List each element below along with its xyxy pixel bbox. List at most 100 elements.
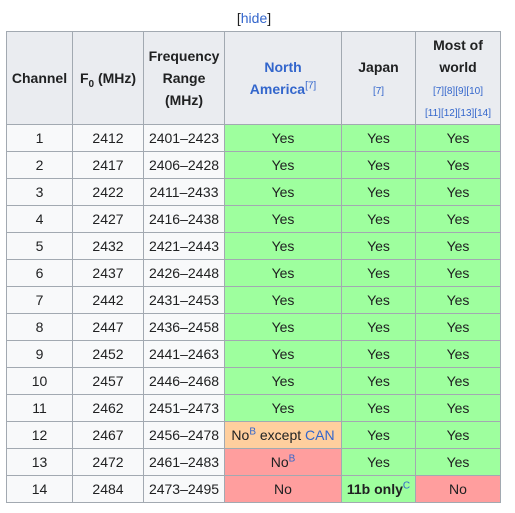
table-row: 9 2452 2441–2463 Yes Yes Yes xyxy=(6,340,501,368)
note-b[interactable]: B xyxy=(249,426,256,438)
cell-japan: Yes xyxy=(341,205,416,233)
header-most-of-world: Most of world [7][8][9][10] [11][12][13]… xyxy=(415,31,501,125)
cell-north-america: Yes xyxy=(224,151,342,179)
cell-f0: 2467 xyxy=(72,421,144,449)
ref-7-japan[interactable]: [7] xyxy=(372,86,385,97)
north-america-link[interactable]: North xyxy=(264,59,302,75)
cell-north-america: Yes xyxy=(224,124,342,152)
bracket-open: [ xyxy=(236,10,241,26)
cell-range: 2436–2458 xyxy=(143,313,225,341)
note-c[interactable]: C xyxy=(402,480,411,492)
cell-north-america: Yes xyxy=(224,313,342,341)
cell-japan: Yes xyxy=(341,448,416,476)
cell-range: 2416–2438 xyxy=(143,205,225,233)
ref-8[interactable]: [8] xyxy=(444,86,456,97)
cell-channel: 1 xyxy=(6,124,73,152)
cell-most-of-world: Yes xyxy=(415,367,501,395)
ref-10[interactable]: [10] xyxy=(466,86,484,97)
cell-north-america: Yes xyxy=(224,340,342,368)
ref-14[interactable]: [14] xyxy=(474,108,491,119)
table-row: 12 2467 2456–2478 NoB except CAN Yes Yes xyxy=(6,421,501,449)
cell-japan: Yes xyxy=(341,124,416,152)
cell-channel: 7 xyxy=(6,286,73,314)
header-f0: F0 (MHz) xyxy=(72,31,144,125)
cell-most-of-world: Yes xyxy=(415,205,501,233)
cell-most-of-world: Yes xyxy=(415,151,501,179)
cell-channel: 8 xyxy=(6,313,73,341)
world-refs-line-1: [7][8][9][10] xyxy=(433,86,483,97)
cell-channel: 14 xyxy=(6,475,73,503)
header-japan: Japan [7] xyxy=(341,31,416,125)
cell-japan: Yes xyxy=(341,367,416,395)
table-row: 1 2412 2401–2423 Yes Yes Yes xyxy=(6,124,501,152)
table-row: 11 2462 2451–2473 Yes Yes Yes xyxy=(6,394,501,422)
cell-range: 2411–2433 xyxy=(143,178,225,206)
cell-north-america: Yes xyxy=(224,286,342,314)
canada-link[interactable]: CAN xyxy=(305,427,335,443)
bracket-close: ] xyxy=(267,10,272,26)
cell-range: 2406–2428 xyxy=(143,151,225,179)
cell-most-of-world: Yes xyxy=(415,286,501,314)
ref-7[interactable]: [7] xyxy=(432,86,445,97)
cell-north-america: Yes xyxy=(224,259,342,287)
table-row: 2 2417 2406–2428 Yes Yes Yes xyxy=(6,151,501,179)
note-b[interactable]: B xyxy=(288,453,296,465)
cell-japan: Yes xyxy=(341,178,416,206)
cell-f0: 2417 xyxy=(72,151,144,179)
table-row: 10 2457 2446–2468 Yes Yes Yes xyxy=(6,367,501,395)
cell-most-of-world: Yes xyxy=(415,448,501,476)
world-refs-line-2: [11][12][13][14] xyxy=(425,108,491,119)
north-america-link-2[interactable]: America xyxy=(249,81,306,97)
cell-japan: Yes xyxy=(341,232,416,260)
cell-north-america: NoB xyxy=(224,448,342,476)
cell-japan: 11b onlyC xyxy=(341,475,416,503)
cell-range: 2426–2448 xyxy=(143,259,225,287)
cell-channel: 9 xyxy=(6,340,73,368)
table-row: 14 2484 2473–2495 No 11b onlyC No xyxy=(6,475,501,503)
ref-12[interactable]: [12] xyxy=(440,108,458,119)
cell-north-america: Yes xyxy=(224,205,342,233)
cell-japan: Yes xyxy=(341,313,416,341)
cell-japan: Yes xyxy=(341,259,416,287)
table-row: 6 2437 2426–2448 Yes Yes Yes xyxy=(6,259,501,287)
cell-f0: 2457 xyxy=(72,367,144,395)
cell-channel: 3 xyxy=(6,178,73,206)
cell-f0: 2452 xyxy=(72,340,144,368)
ref-11[interactable]: [11] xyxy=(425,108,441,119)
cell-range: 2461–2483 xyxy=(143,448,225,476)
cell-japan: Yes xyxy=(341,340,416,368)
cell-channel: 13 xyxy=(6,448,73,476)
cell-f0: 2442 xyxy=(72,286,144,314)
cell-range: 2401–2423 xyxy=(143,124,225,152)
cell-channel: 5 xyxy=(6,232,73,260)
table-row: 5 2432 2421–2443 Yes Yes Yes xyxy=(6,232,501,260)
table-row: 3 2422 2411–2433 Yes Yes Yes xyxy=(6,178,501,206)
header-channel: Channel xyxy=(6,31,73,125)
table-row: 13 2472 2461–2483 NoB Yes Yes xyxy=(6,448,501,476)
hide-link[interactable]: hide xyxy=(240,10,268,26)
ref-9[interactable]: [9] xyxy=(455,86,467,97)
header-row: Channel F0 (MHz) Frequency Range (MHz) N… xyxy=(6,31,501,125)
cell-f0: 2484 xyxy=(72,475,144,503)
cell-north-america: Yes xyxy=(224,394,342,422)
cell-north-america: Yes xyxy=(224,367,342,395)
cell-japan: Yes xyxy=(341,286,416,314)
cell-channel: 4 xyxy=(6,205,73,233)
cell-range: 2446–2468 xyxy=(143,367,225,395)
ref-13[interactable]: [13] xyxy=(457,108,475,119)
cell-channel: 2 xyxy=(6,151,73,179)
header-frequency-range: Frequency Range (MHz) xyxy=(143,31,225,125)
cell-most-of-world: Yes xyxy=(415,178,501,206)
cell-range: 2451–2473 xyxy=(143,394,225,422)
cell-range: 2431–2453 xyxy=(143,286,225,314)
f0-subscript: 0 xyxy=(88,78,95,90)
cell-north-america: No xyxy=(224,475,342,503)
cell-most-of-world: Yes xyxy=(415,232,501,260)
cell-range: 2456–2478 xyxy=(143,421,225,449)
ref-7-north-america[interactable]: [7] xyxy=(305,80,317,92)
cell-channel: 11 xyxy=(6,394,73,422)
table-row: 7 2442 2431–2453 Yes Yes Yes xyxy=(6,286,501,314)
cell-range: 2473–2495 xyxy=(143,475,225,503)
cell-most-of-world: Yes xyxy=(415,259,501,287)
cell-channel: 12 xyxy=(6,421,73,449)
